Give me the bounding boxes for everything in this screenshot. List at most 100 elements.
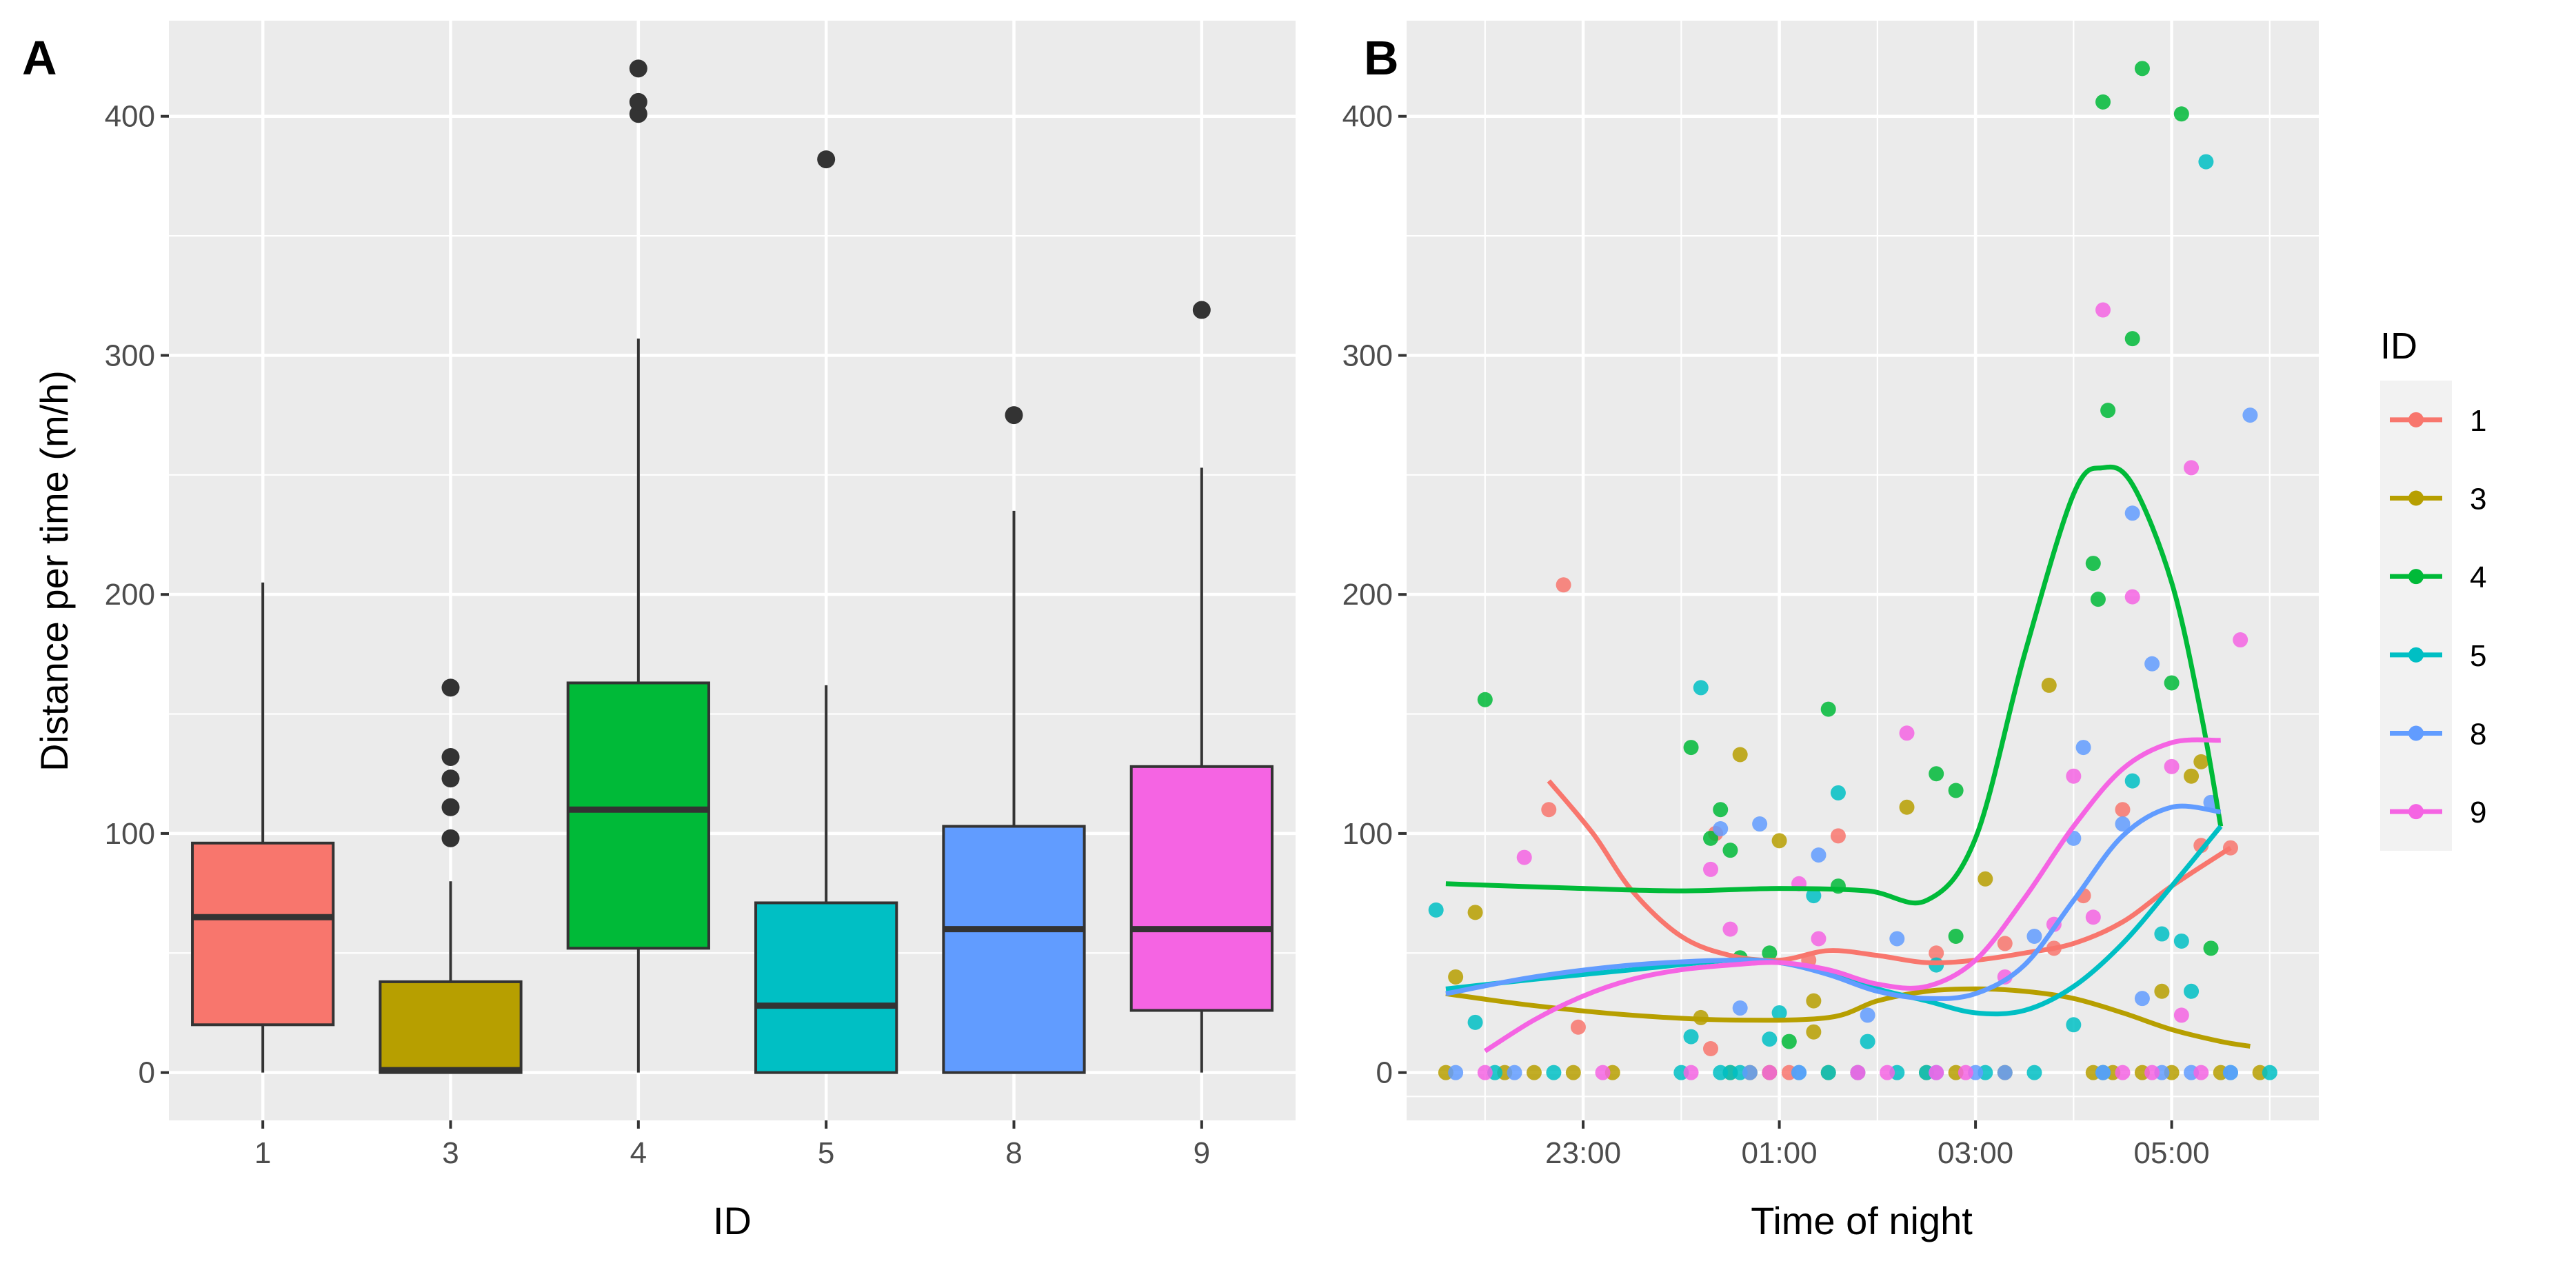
scatter-point-id-4 xyxy=(1477,692,1493,707)
scatter-point-id-4 xyxy=(1722,843,1738,858)
box-outlier-point xyxy=(441,798,460,816)
x-tick-label: 3 xyxy=(442,1136,459,1170)
scatter-point-id-5 xyxy=(1820,1065,1836,1080)
y-tick-label: 100 xyxy=(1342,817,1393,851)
legend-title: ID xyxy=(2380,325,2417,367)
scatter-point-id-1 xyxy=(1929,945,1944,961)
x-tick-label: 9 xyxy=(1194,1136,1210,1170)
x-tick-label: 23:00 xyxy=(1545,1136,1621,1170)
scatter-point-id-1 xyxy=(1997,936,2013,951)
scatter-point-id-4 xyxy=(2090,592,2106,607)
scatter-point-id-3 xyxy=(1978,871,1993,887)
panel-a-background xyxy=(169,21,1296,1120)
legend-key-point-8 xyxy=(2408,725,2424,741)
scatter-point-id-3 xyxy=(2041,677,2057,693)
boxplot-panel: 0 100 200 300 400 1 3 4 5 8 9 ID Distance per time… xyxy=(32,21,1296,1242)
scatter-point-id-5 xyxy=(1860,1034,1875,1049)
box-outlier-point xyxy=(441,747,460,766)
scatter-point-id-3 xyxy=(1732,747,1748,763)
y-tick-label: 300 xyxy=(105,339,155,372)
x-tick-label: 05:00 xyxy=(2134,1136,2210,1170)
panel-a-x-title: ID xyxy=(713,1199,752,1242)
scatter-point-id-8 xyxy=(1732,1000,1748,1016)
scatter-point-id-4 xyxy=(2100,403,2116,419)
scatter-point-id-4 xyxy=(2164,675,2180,691)
scatter-point-id-8 xyxy=(1811,847,1827,863)
scatter-point-id-9 xyxy=(1850,1065,1866,1080)
scatter-point-id-5 xyxy=(1830,785,1846,800)
x-tick-label: 01:00 xyxy=(1742,1136,1818,1170)
scatter-point-id-9 xyxy=(1899,725,1915,741)
y-tick-label: 200 xyxy=(105,578,155,612)
scatter-point-id-5 xyxy=(2026,1065,2042,1080)
box-body xyxy=(379,980,523,1074)
scatter-point-id-4 xyxy=(1948,929,1964,945)
scatter-point-id-5 xyxy=(2066,1017,2082,1033)
box-body xyxy=(191,841,335,1027)
scatter-point-id-8 xyxy=(1997,1065,2013,1080)
scatter-point-id-5 xyxy=(1467,1014,1483,1030)
box-outlier-point xyxy=(1192,301,1211,319)
scatter-point-id-9 xyxy=(2164,758,2180,774)
x-tick-label: 8 xyxy=(1005,1136,1022,1170)
scatter-point-id-9 xyxy=(2115,1065,2131,1080)
legend: ID 1 3 4 5 8 9 xyxy=(2380,325,2486,851)
box-outlier-point xyxy=(629,92,647,111)
scatter-point-id-8 xyxy=(1713,820,1729,836)
scatter-point-id-9 xyxy=(1516,849,1532,865)
scatter-point-id-1 xyxy=(2115,802,2131,818)
scatter-point-id-5 xyxy=(2154,926,2170,942)
x-tick-label: 03:00 xyxy=(1938,1136,2013,1170)
box-body xyxy=(942,825,1086,1074)
scatter-point-id-5 xyxy=(2184,983,2200,999)
scatter-point-id-4 xyxy=(2173,106,2189,122)
scatter-point-id-3 xyxy=(1806,1024,1822,1040)
scatter-point-id-9 xyxy=(2085,909,2101,925)
scatter-point-id-5 xyxy=(1762,1031,1778,1047)
legend-label-8: 8 xyxy=(2470,718,2486,752)
scatter-point-id-4 xyxy=(1948,783,1964,798)
box-body xyxy=(1129,765,1274,1012)
scatter-point-id-9 xyxy=(2066,768,2082,784)
panel-b-axes: 0 100 200 300 400 23:00 01:00 03:00 05:00 xyxy=(1342,100,2210,1170)
box-outlier-point xyxy=(1005,406,1023,425)
x-tick-label: 4 xyxy=(630,1136,647,1170)
scatter-point-id-3 xyxy=(1565,1065,1581,1080)
box-outlier-point xyxy=(817,150,836,169)
trend-line-id-1 xyxy=(1547,779,2232,965)
scatter-point-id-3 xyxy=(1448,969,1464,985)
scatter-point-id-5 xyxy=(1683,1029,1699,1045)
scatter-point-id-8 xyxy=(2075,740,2091,756)
legend-key-background xyxy=(2380,381,2452,851)
scatter-point-id-1 xyxy=(1570,1019,1586,1035)
scatter-point-id-9 xyxy=(2193,1065,2209,1080)
legend-label-5: 5 xyxy=(2470,639,2486,673)
trend-line-id-3 xyxy=(1445,986,2251,1049)
scatter-point-id-8 xyxy=(2095,1065,2111,1080)
scatter-point-id-8 xyxy=(2134,991,2150,1007)
y-tick-label: 100 xyxy=(105,817,155,851)
legend-key-point-9 xyxy=(2408,804,2424,820)
panel-b-x-title: Time of night xyxy=(1751,1199,1973,1242)
scatter-point-id-5 xyxy=(1771,1005,1787,1020)
scatter-point-id-4 xyxy=(1781,1034,1797,1049)
trend-line-id-9 xyxy=(1483,737,2221,1054)
y-tick-label: 400 xyxy=(105,100,155,134)
legend-label-1: 1 xyxy=(2470,404,2486,438)
scatter-point-id-5 xyxy=(1693,680,1709,696)
scatter-panel: 0 100 200 300 400 23:00 01:00 03:00 05:00 Time o… xyxy=(1342,21,2319,1242)
scatter-point-id-9 xyxy=(2233,632,2248,648)
scatter-point-id-5 xyxy=(1428,902,1444,918)
box-body xyxy=(566,681,710,950)
scatter-point-id-5 xyxy=(1806,888,1822,904)
scatter-point-id-9 xyxy=(1762,1065,1778,1080)
scatter-point-id-5 xyxy=(2173,933,2189,949)
scatter-point-id-4 xyxy=(1703,830,1718,846)
scatter-point-id-8 xyxy=(2144,656,2160,672)
scatter-point-id-9 xyxy=(2173,1007,2189,1023)
scatter-point-id-9 xyxy=(1722,921,1738,937)
scatter-point-id-9 xyxy=(1811,931,1827,947)
box-outlier-point xyxy=(441,769,460,788)
panel-b-points xyxy=(1428,61,2277,1080)
scatter-point-id-4 xyxy=(1929,766,1944,782)
